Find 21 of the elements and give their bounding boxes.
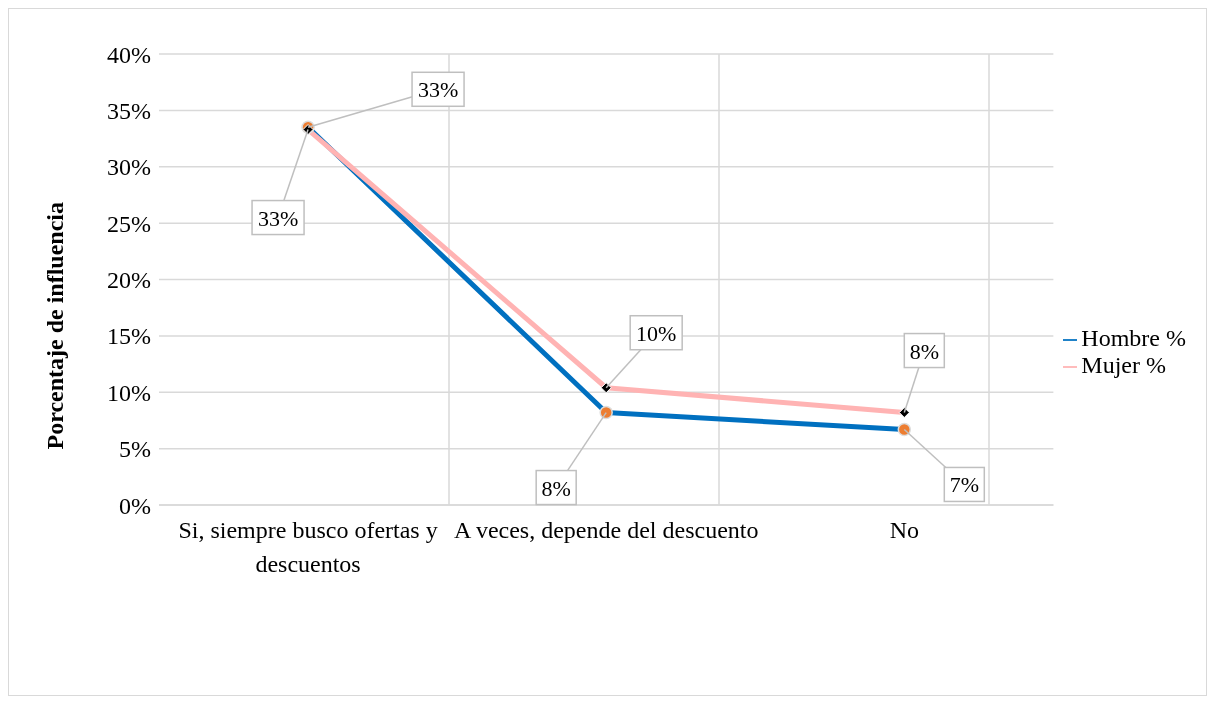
data-label: 10% (636, 320, 677, 346)
y-tick-label: 40% (107, 41, 151, 68)
data-label: 33% (417, 77, 459, 103)
y-axis-title: Porcentaje de influencia (41, 201, 68, 450)
legend-label: Hombre % (1081, 325, 1186, 351)
data-label: 7% (949, 472, 979, 498)
data-label: 33% (257, 205, 299, 231)
data-label: 8% (541, 475, 571, 501)
y-tick-label: 10% (107, 379, 151, 406)
y-tick-label: 20% (107, 267, 151, 294)
y-tick-label: 35% (107, 97, 151, 124)
x-tick-label: Si, siempre busco ofertas y descuentos (178, 517, 438, 578)
y-tick-label: 25% (107, 210, 151, 237)
x-tick-label: No (889, 517, 919, 544)
x-tick-label: A veces, depende del descuento (453, 517, 759, 544)
y-tick-label: 30% (107, 154, 151, 181)
data-label: 8% (909, 338, 939, 364)
y-tick-label: 0% (119, 492, 151, 519)
y-tick-label: 15% (107, 323, 151, 350)
y-tick-label: 5% (119, 436, 151, 463)
legend-label: Mujer % (1081, 352, 1167, 378)
